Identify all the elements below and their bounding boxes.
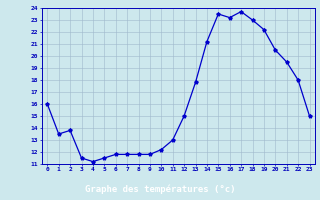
Text: Graphe des températures (°c): Graphe des températures (°c) [85,185,235,194]
